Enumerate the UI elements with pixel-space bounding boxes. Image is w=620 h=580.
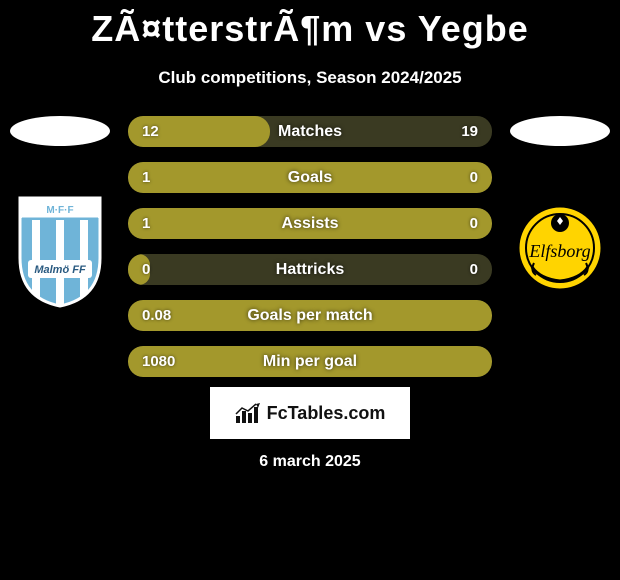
date-label: 6 march 2025: [0, 453, 620, 471]
right-team-crest: Elfsborg: [510, 188, 610, 308]
stat-left-value: 0: [142, 261, 150, 278]
stat-right-value: 0: [470, 261, 478, 278]
fctables-logo-icon: [235, 402, 261, 424]
page-title: ZÃ¤tterstrÃ¶m vs Yegbe: [0, 0, 620, 50]
stat-right-value: 19: [461, 123, 478, 140]
stat-label: Matches: [278, 123, 342, 141]
subtitle: Club competitions, Season 2024/2025: [0, 68, 620, 88]
stats-bars: 12 Matches 19 1 Goals 0 1 Assists 0 0 Hattricks 0 0.…: [110, 116, 510, 377]
stat-row: 1 Goals 0: [128, 162, 492, 193]
svg-text:M·F·F: M·F·F: [46, 205, 73, 216]
stat-right-value: 0: [470, 215, 478, 232]
stat-label: Min per goal: [263, 353, 357, 371]
svg-text:Elfsborg: Elfsborg: [528, 241, 590, 261]
stat-label: Goals: [288, 169, 332, 187]
left-team-crest: M·F·F Malmö FF: [10, 188, 110, 308]
stat-label: Hattricks: [276, 261, 344, 279]
stat-left-value: 12: [142, 123, 159, 140]
svg-text:Malmö FF: Malmö FF: [34, 264, 86, 276]
comparison-panel: M·F·F Malmö FF 12 Matches 19 1 Goals 0 1 Assist…: [0, 116, 620, 377]
stat-left-value: 0.08: [142, 307, 171, 324]
malmo-crest-icon: M·F·F Malmö FF: [10, 188, 110, 308]
left-team-column: M·F·F Malmö FF: [10, 116, 110, 308]
stat-row: 0 Hattricks 0: [128, 254, 492, 285]
elfsborg-crest-icon: Elfsborg: [510, 205, 610, 291]
stat-label: Assists: [282, 215, 339, 233]
stat-label: Goals per match: [247, 307, 372, 325]
stat-left-value: 1: [142, 215, 150, 232]
left-ellipse-decor: [10, 116, 110, 146]
right-ellipse-decor: [510, 116, 610, 146]
stat-row: 1080 Min per goal: [128, 346, 492, 377]
stat-row: 1 Assists 0: [128, 208, 492, 239]
stat-row: 12 Matches 19: [128, 116, 492, 147]
stat-left-value: 1: [142, 169, 150, 186]
stat-right-value: 0: [470, 169, 478, 186]
brand-box[interactable]: FcTables.com: [210, 387, 410, 439]
stat-row: 0.08 Goals per match: [128, 300, 492, 331]
stat-left-value: 1080: [142, 353, 175, 370]
right-team-column: Elfsborg: [510, 116, 610, 308]
brand-text: FcTables.com: [267, 403, 386, 424]
